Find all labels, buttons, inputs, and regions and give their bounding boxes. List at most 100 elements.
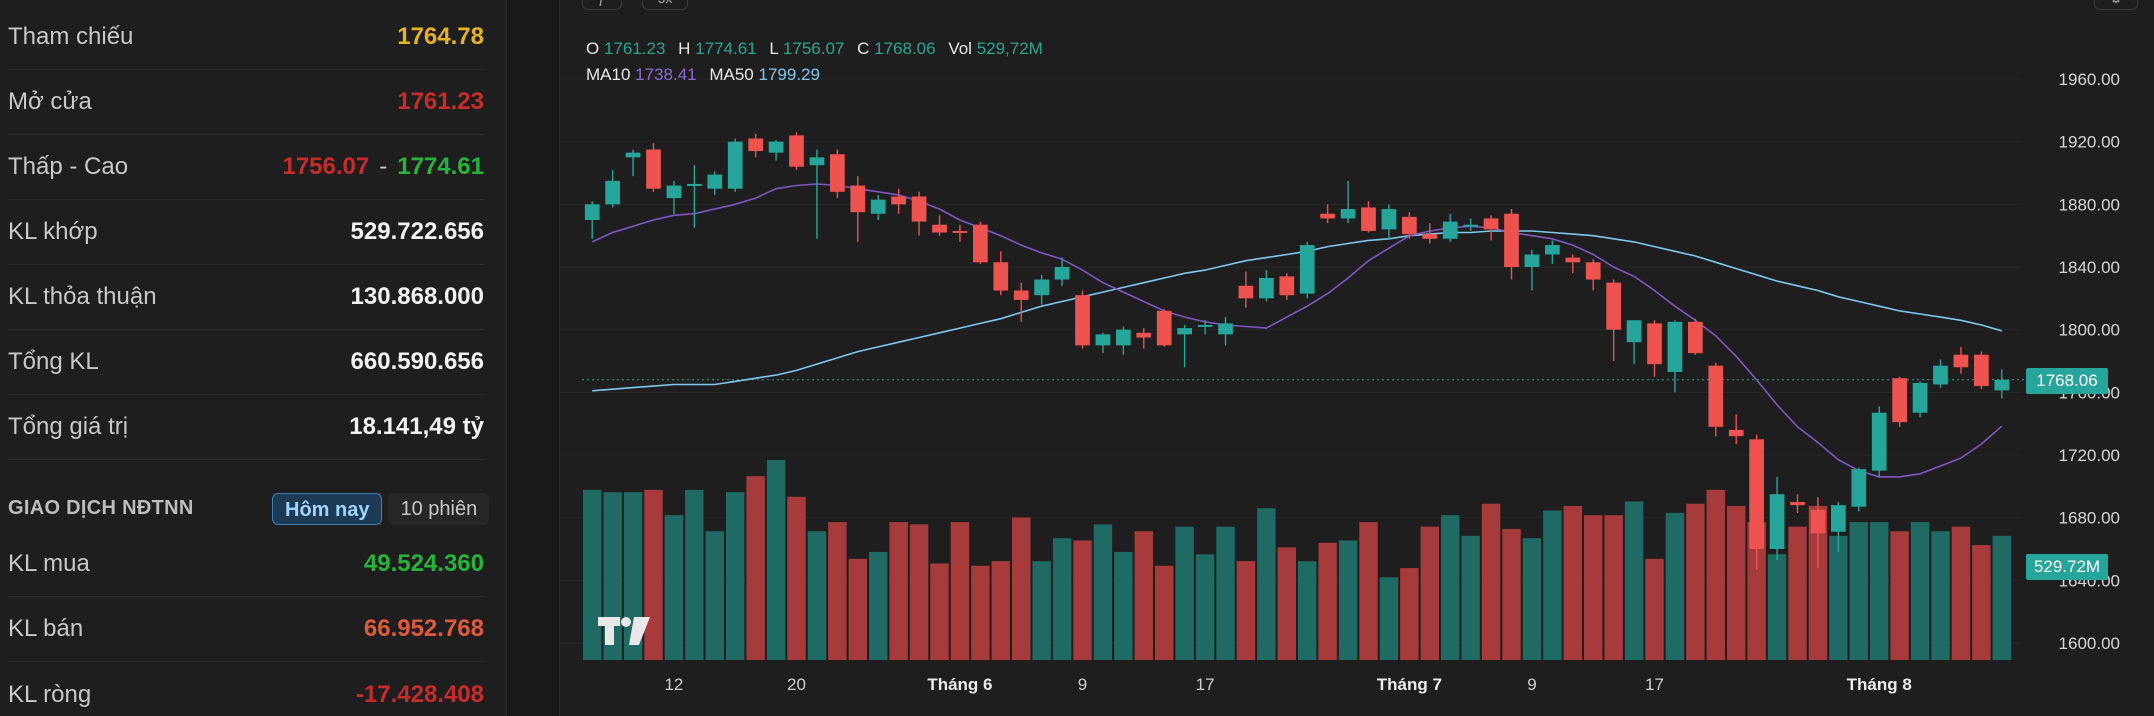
volume-bar bbox=[1829, 535, 1848, 660]
interval-button[interactable]: 5x bbox=[642, 0, 688, 10]
candle-body bbox=[1034, 279, 1049, 296]
volume-bar bbox=[1931, 531, 1950, 660]
settings-button[interactable]: ⚙ bbox=[2094, 0, 2138, 10]
volume-bar bbox=[1563, 505, 1582, 660]
volume-bar bbox=[1298, 561, 1317, 660]
candle-body bbox=[687, 183, 702, 186]
candle-body bbox=[1442, 221, 1458, 239]
candle-body bbox=[1402, 216, 1417, 235]
price-chart[interactable]: ƒ 5x ⚙ 1960.00 1920.00 1880.00 1840.00 1800.… bbox=[560, 0, 2154, 716]
candle-body bbox=[952, 230, 968, 233]
volume-bar bbox=[1910, 522, 1930, 660]
candle-body bbox=[1054, 267, 1070, 280]
candle-body bbox=[1116, 329, 1131, 346]
last-volume-tag: 529.72M bbox=[2026, 554, 2108, 580]
volume-bar bbox=[1257, 508, 1276, 660]
volume-bar bbox=[1584, 515, 1603, 660]
volume-bar bbox=[1236, 561, 1256, 660]
price-tick-label: 1720.00 bbox=[2059, 446, 2120, 465]
price-tick-label: 1840.00 bbox=[2059, 258, 2120, 277]
candle-body bbox=[666, 185, 682, 199]
volume-bar bbox=[766, 460, 786, 660]
candle-body bbox=[1953, 354, 1969, 368]
candle-body bbox=[707, 174, 723, 189]
moving-averages bbox=[591, 183, 2003, 478]
volume-bar bbox=[950, 522, 970, 660]
candle-body bbox=[1933, 365, 1948, 385]
candle-body bbox=[1381, 209, 1397, 230]
time-tick-label: Tháng 7 bbox=[1377, 675, 1442, 694]
foreign-sell-volume: 66.952.768 bbox=[363, 615, 484, 642]
stat-row-total-value: Tổng giá trị 18.141,49 tỷ bbox=[8, 395, 484, 460]
last-price-tag: 1768.06 bbox=[2026, 368, 2108, 394]
time-tick-label: 12 bbox=[664, 675, 683, 694]
candle-body bbox=[1831, 505, 1846, 532]
time-tick-label: 17 bbox=[1196, 675, 1215, 694]
candle-body bbox=[1361, 207, 1376, 231]
legend-ma50: 1799.29 bbox=[758, 65, 820, 84]
stat-label: Thấp - Cao bbox=[8, 153, 129, 180]
volume-bar bbox=[991, 561, 1010, 660]
total-volume: 660.590.656 bbox=[350, 348, 484, 375]
candle-body bbox=[1790, 502, 1805, 506]
stat-label: KL thỏa thuận bbox=[8, 283, 157, 310]
candle-body bbox=[911, 196, 927, 222]
gear-icon: ⚙ bbox=[2110, 0, 2123, 6]
stat-row-negotiated-volume: KL thỏa thuận 130.868.000 bbox=[8, 265, 484, 330]
candle-body bbox=[1606, 282, 1621, 330]
volume-bar bbox=[930, 563, 949, 660]
high-label: H bbox=[678, 39, 691, 58]
candle-body bbox=[1463, 224, 1478, 227]
candle-body bbox=[1095, 334, 1111, 346]
volume-bar bbox=[1195, 554, 1215, 660]
volume-bar bbox=[828, 522, 847, 660]
stat-row-foreign-net: KL ròng -17.428.408 bbox=[8, 662, 484, 716]
period-toggle: Hôm nay 10 phiên bbox=[270, 491, 491, 527]
candle-body bbox=[1504, 213, 1519, 267]
candle-body bbox=[973, 224, 988, 263]
legend-close: 1768.06 bbox=[874, 39, 936, 58]
ma10-label: MA10 bbox=[586, 65, 631, 84]
panel-divider[interactable] bbox=[506, 0, 560, 716]
volume-bar bbox=[1992, 535, 2011, 660]
tab-10-sessions[interactable]: 10 phiên bbox=[388, 493, 490, 525]
volume-bar bbox=[1624, 501, 1644, 660]
price-tick-label: 1680.00 bbox=[2059, 509, 2120, 528]
volume-bar bbox=[1645, 558, 1664, 660]
volume-bar bbox=[889, 522, 908, 660]
candle-body bbox=[1647, 323, 1662, 365]
tab-today[interactable]: Hôm nay bbox=[272, 493, 383, 525]
candle-body bbox=[1728, 429, 1744, 437]
foreign-buy-volume: 49.524.360 bbox=[363, 550, 484, 577]
candle-body bbox=[830, 154, 845, 192]
volume-bar bbox=[685, 489, 704, 660]
volume-bar bbox=[746, 476, 765, 660]
volume-bar bbox=[1727, 505, 1746, 660]
candle-body bbox=[748, 138, 763, 152]
stat-row-open: Mở cửa 1761.23 bbox=[8, 70, 484, 135]
volume-bar bbox=[1338, 540, 1358, 660]
volume-bar bbox=[583, 489, 602, 660]
candle-body bbox=[1545, 245, 1560, 255]
candle-body bbox=[1912, 382, 1928, 413]
indicator-button[interactable]: ƒ bbox=[582, 0, 622, 10]
ma50-label: MA50 bbox=[709, 65, 754, 84]
open-label: O bbox=[586, 39, 600, 58]
volume-bar bbox=[1849, 522, 1868, 660]
volume-bar bbox=[1216, 526, 1235, 660]
volume-bar bbox=[807, 531, 827, 660]
candle-body bbox=[1299, 245, 1315, 294]
indicator-icon: ƒ bbox=[598, 0, 606, 6]
volume-bar bbox=[1543, 510, 1562, 660]
candlesticks bbox=[584, 132, 2010, 570]
foreign-trading-title: GIAO DỊCH NĐTNN bbox=[8, 497, 194, 519]
volume-bar bbox=[1114, 551, 1133, 660]
volume-bar bbox=[1073, 540, 1092, 660]
volume-bar bbox=[1359, 522, 1378, 660]
volume-bar bbox=[726, 492, 745, 660]
volume-bar bbox=[1870, 522, 1889, 660]
candle-body bbox=[1871, 412, 1887, 471]
volume-bar bbox=[1808, 505, 1828, 660]
volume-bar bbox=[1277, 547, 1296, 660]
